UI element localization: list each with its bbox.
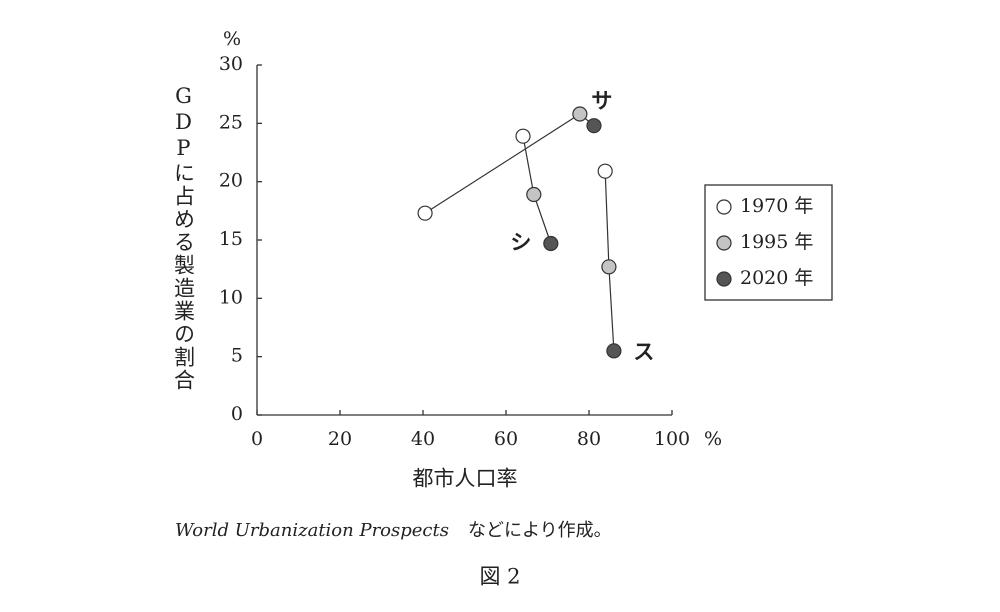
series-label: シ [510,231,531,255]
y-tick-label: 10 [219,286,243,308]
point [597,163,613,179]
x-tick-label: 0 [251,428,263,450]
legend-marker [716,199,732,215]
point [601,259,617,275]
legend-label: 2020 年 [740,267,813,289]
legend-label: 1970 年 [740,195,813,217]
y-tick-label: 5 [231,345,243,367]
x-tick-label: 60 [494,428,518,450]
y-tick-label: 30 [219,53,243,75]
point [586,118,602,134]
series-line [424,113,595,214]
x-tick-label: 80 [577,428,601,450]
x-tick-label: 100 [654,428,690,450]
series-label: サ [591,89,612,113]
legend-marker [716,271,732,287]
source-italic: World Urbanization Prospects [175,520,449,541]
point [572,106,588,122]
legend-label: 1995 年 [740,231,813,253]
y-tick-label: 25 [219,111,243,133]
x-tick-label: 20 [328,428,352,450]
point [515,128,531,144]
y-tick-label: 0 [231,403,243,425]
source-text: などにより作成。 [468,520,612,541]
y-unit: % [223,28,241,50]
point [606,343,622,359]
y-tick-label: 20 [219,170,243,192]
point [526,186,542,203]
point [417,205,433,221]
point [543,235,559,252]
y-axis-label: GDPに占める製造業の割合 [172,84,196,392]
x-tick-label: 40 [411,428,435,450]
y-tick-label: 15 [219,228,243,250]
x-axis-label: 都市人口率 [413,467,518,491]
series-label: ス [633,340,654,364]
legend-marker [716,235,732,251]
x-unit: % [704,428,722,450]
caption: 図 2 [479,565,520,589]
